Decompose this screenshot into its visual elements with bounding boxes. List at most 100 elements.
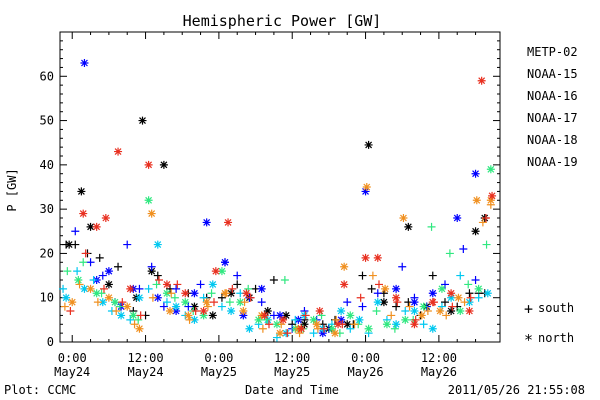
- south-marker: [356, 293, 365, 302]
- north-marker: [419, 302, 428, 311]
- north-marker: [199, 307, 208, 315]
- north-marker: [346, 311, 355, 320]
- north-marker: [401, 315, 410, 324]
- north-marker: [221, 258, 229, 267]
- north-marker: [404, 222, 413, 231]
- north-marker: [381, 284, 390, 293]
- north-marker: [172, 302, 181, 311]
- north-marker: [488, 191, 497, 200]
- y-axis-label: P [GW]: [5, 168, 19, 211]
- north-marker: [144, 160, 153, 169]
- north-marker: [147, 267, 156, 276]
- south-marker: [419, 320, 428, 329]
- north-marker: [144, 196, 153, 205]
- south-marker: [283, 329, 292, 338]
- north-marker: [98, 298, 107, 307]
- south-marker: [98, 271, 107, 280]
- south-marker: [93, 298, 102, 307]
- north-marker: [276, 311, 284, 320]
- south-marker: [115, 302, 124, 311]
- x-tick-time-label: 0:00: [351, 351, 380, 365]
- north-marker: [208, 311, 217, 320]
- x-tick-date-label: May25: [201, 365, 237, 379]
- north-marker: [101, 214, 110, 222]
- north-marker: [477, 76, 486, 85]
- north-marker: [327, 324, 336, 333]
- legend-series-4: NOAA-18: [527, 133, 578, 147]
- north-marker: [410, 320, 419, 329]
- north-marker: [159, 160, 168, 169]
- south-marker: [368, 271, 377, 280]
- north-marker: [447, 307, 456, 315]
- south-marker: [123, 240, 132, 249]
- north-marker: [436, 307, 445, 315]
- north-marker: [92, 222, 101, 231]
- south-marker: [346, 324, 355, 333]
- legend-series-5: NOAA-19: [527, 155, 578, 169]
- north-marker: [236, 298, 245, 307]
- x-tick-time-label: 12:00: [127, 351, 163, 365]
- south-marker: [367, 284, 376, 293]
- south-marker: [373, 289, 382, 298]
- south-marker: [258, 324, 267, 333]
- north-marker: [334, 320, 343, 329]
- north-marker: [364, 324, 373, 333]
- north-marker: [399, 214, 408, 222]
- north-marker: [242, 289, 251, 298]
- north-marker: [129, 311, 138, 320]
- south-marker: [460, 298, 469, 307]
- south-marker: [162, 298, 171, 307]
- south-marker: [155, 276, 163, 284]
- north-marker: [279, 315, 288, 324]
- north-marker: [379, 298, 388, 307]
- south-marker: [100, 284, 108, 293]
- chart-title: Hemispheric Power [GW]: [183, 12, 382, 30]
- north-marker: [211, 267, 220, 276]
- south-marker: [442, 311, 451, 320]
- north-marker: [239, 307, 248, 315]
- y-tick-label: 10: [40, 291, 54, 305]
- legend-series-1: NOAA-15: [527, 67, 578, 81]
- north-marker: [227, 307, 236, 315]
- x-tick-time-label: 12:00: [421, 351, 457, 365]
- south-marker: [118, 298, 127, 307]
- south-marker: [471, 276, 480, 284]
- north-marker: [318, 329, 327, 338]
- north-marker: [364, 140, 373, 149]
- north-marker: [373, 298, 382, 307]
- north-marker: [410, 307, 419, 315]
- north-marker: [74, 276, 83, 284]
- north-marker: [111, 298, 119, 307]
- north-marker: [392, 293, 401, 302]
- south-marker: [358, 271, 367, 280]
- north-marker: [114, 147, 123, 156]
- south-marker: [170, 293, 179, 302]
- south-marker: [240, 298, 249, 307]
- north-marker: [153, 293, 162, 302]
- south-marker: [257, 298, 266, 307]
- north-marker: [153, 240, 162, 249]
- x-tick-date-label: May24: [54, 365, 90, 379]
- south-marker: [114, 262, 123, 271]
- north-marker: [453, 214, 462, 222]
- north-marker: [362, 183, 371, 191]
- north-marker: [135, 293, 144, 302]
- north-marker: [392, 284, 401, 293]
- north-marker: [104, 280, 113, 289]
- x-tick-time-label: 0:00: [204, 351, 233, 365]
- plot-credit: Plot: CCMC: [4, 383, 76, 397]
- north-marker: [382, 320, 391, 329]
- south-marker: [66, 307, 75, 315]
- north-marker: [474, 284, 483, 293]
- north-marker: [104, 293, 113, 302]
- north-marker: [373, 253, 382, 262]
- south-marker: [196, 280, 205, 289]
- legend-series-3: NOAA-17: [527, 111, 578, 125]
- south-marker: [401, 307, 410, 315]
- south-marker: [147, 262, 156, 271]
- south-marker: [445, 249, 454, 258]
- south-marker: [153, 271, 162, 280]
- legend-series-0: METP-02: [527, 45, 578, 59]
- north-marker: [117, 311, 126, 320]
